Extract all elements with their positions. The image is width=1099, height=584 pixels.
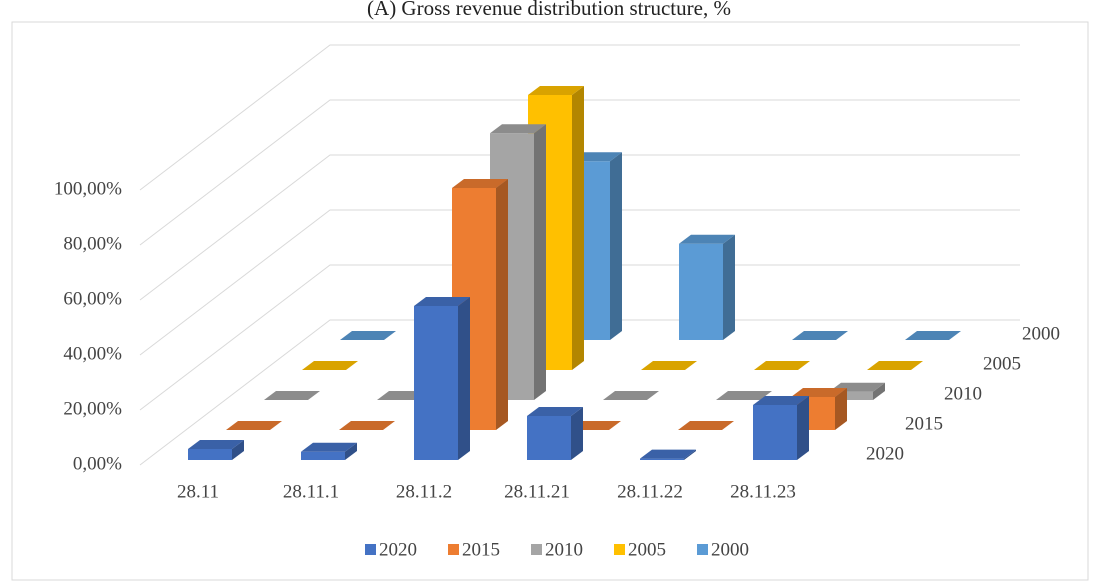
- x-tick-label: 28.11.23: [730, 481, 796, 502]
- bar-top: [340, 331, 396, 340]
- grid-line: [139, 319, 1020, 466]
- bar-side: [873, 382, 885, 400]
- bar-top: [301, 442, 357, 452]
- bar-top: [264, 391, 320, 400]
- legend-swatch: [448, 544, 459, 555]
- y-tick-label: 0,00%: [73, 453, 122, 474]
- bar-top: [905, 331, 961, 340]
- bar-top: [641, 361, 697, 370]
- bar-top: [679, 234, 735, 244]
- bar-top: [754, 361, 810, 370]
- bar-side: [797, 396, 809, 460]
- bar-top: [226, 421, 282, 430]
- chart-title: (A) Gross revenue distribution structure…: [367, 0, 731, 20]
- bar: [414, 306, 458, 460]
- bar-top: [188, 440, 244, 449]
- bar-top: [339, 421, 395, 430]
- x-tick-label: 28.11.1: [283, 481, 339, 502]
- legend-label: 2000: [711, 539, 749, 560]
- bar-top: [414, 297, 470, 306]
- y-tick-label: 60,00%: [63, 288, 122, 309]
- legend-label: 2015: [462, 539, 500, 560]
- bar-side: [572, 86, 584, 370]
- bar-top: [490, 124, 546, 134]
- bar-side: [496, 179, 508, 430]
- x-tick-label: 28.11.22: [617, 481, 683, 502]
- depth-label: 2015: [905, 413, 943, 434]
- y-tick-label: 40,00%: [63, 343, 122, 364]
- grid-line: [139, 154, 1020, 301]
- legend-swatch: [614, 544, 625, 555]
- y-tick-label: 100,00%: [54, 178, 122, 199]
- depth-label: 2010: [944, 383, 982, 404]
- bar-side: [835, 388, 847, 430]
- legend-label: 2020: [379, 539, 417, 560]
- bar-side: [684, 449, 696, 460]
- bar-top: [867, 361, 923, 370]
- x-tick-label: 28.11: [177, 481, 219, 502]
- bar-top: [640, 449, 696, 459]
- legend-swatch: [531, 544, 542, 555]
- bar: [527, 416, 571, 460]
- bar-side: [458, 297, 470, 460]
- bar: [829, 391, 873, 400]
- bar: [679, 243, 723, 340]
- legend-swatch: [697, 544, 708, 555]
- grid-line: [139, 209, 1020, 356]
- grid-line: [139, 44, 1020, 191]
- bar-side: [232, 440, 244, 460]
- bar-top: [302, 361, 358, 370]
- y-tick-label: 20,00%: [63, 398, 122, 419]
- bar-top: [528, 86, 584, 95]
- bar-side: [534, 124, 546, 400]
- bar-side: [571, 407, 583, 460]
- y-tick-label: 80,00%: [63, 233, 122, 254]
- bar-top: [753, 396, 809, 405]
- bar-top: [792, 331, 848, 340]
- bar-side: [610, 152, 622, 340]
- bar-side: [345, 442, 357, 460]
- bar-top: [678, 421, 734, 430]
- depth-label: 2000: [1022, 323, 1060, 344]
- bar: [753, 405, 797, 460]
- legend-label: 2005: [628, 539, 666, 560]
- bar-top: [603, 391, 659, 400]
- depth-label: 2020: [866, 443, 904, 464]
- x-tick-label: 28.11.21: [504, 481, 570, 502]
- grid-line: [139, 264, 1020, 411]
- bar-top: [452, 179, 508, 188]
- bar-top: [527, 407, 583, 416]
- bar: [301, 451, 345, 460]
- legend-swatch: [365, 544, 376, 555]
- legend-label: 2010: [545, 539, 583, 560]
- bar: [188, 449, 232, 460]
- bar-side: [723, 234, 735, 340]
- x-tick-label: 28.11.2: [396, 481, 452, 502]
- depth-label: 2005: [983, 353, 1021, 374]
- bar-top: [716, 391, 772, 400]
- grid-line: [139, 99, 1020, 246]
- bar-top: [791, 388, 847, 397]
- bar: [640, 458, 684, 460]
